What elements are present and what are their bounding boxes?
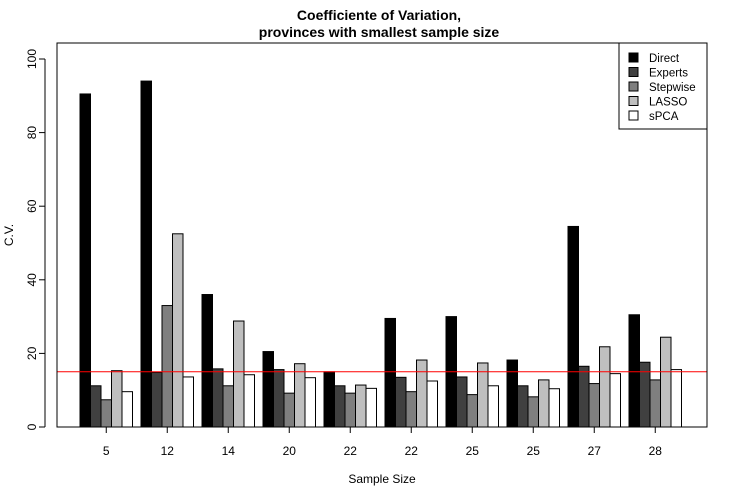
bar-spca-6 [487, 385, 499, 428]
legend-label-experts: Experts [649, 68, 688, 80]
bar-direct-3 [262, 351, 274, 428]
legend-label-spca: sPCA [649, 111, 679, 123]
bar-experts-7 [517, 385, 529, 428]
bar-direct-5 [384, 317, 396, 428]
bar-experts-1 [151, 372, 163, 428]
legend-label-direct: Direct [649, 53, 680, 65]
bar-spca-3 [304, 377, 316, 428]
x-axis-ticks: 5 12 14 20 22 22 25 25 27 28 [103, 427, 662, 458]
bar-direct-4 [323, 371, 335, 428]
y-tick-label: 80 [25, 126, 39, 140]
x-tick-label: 20 [283, 444, 297, 458]
bar-experts-8 [578, 365, 590, 428]
bar-lasso-3 [294, 363, 306, 428]
x-tick-label: 22 [344, 444, 358, 458]
bar-lasso-6 [477, 362, 489, 428]
bar-direct-1 [140, 80, 152, 428]
bar-lasso-5 [416, 359, 428, 428]
bar-direct-7 [506, 359, 518, 428]
bar-stepwise-6 [466, 394, 478, 428]
bars-group [79, 80, 682, 428]
chart-title-line-2: provinces with smallest sample size [259, 24, 500, 40]
bar-direct-2 [201, 294, 213, 428]
bar-direct-9 [628, 314, 640, 428]
legend-swatch-lasso [628, 96, 639, 106]
x-axis-label: Sample Size [348, 472, 416, 486]
bar-stepwise-5 [405, 391, 417, 428]
bar-stepwise-2 [222, 385, 234, 428]
bar-spca-8 [609, 373, 621, 428]
x-tick-label: 12 [161, 444, 175, 458]
x-tick-label: 25 [466, 444, 480, 458]
bar-stepwise-1 [161, 305, 173, 428]
y-tick-label: 0 [25, 423, 39, 430]
bar-stepwise-4 [344, 392, 356, 428]
x-tick-label: 5 [103, 444, 110, 458]
bar-spca-5 [426, 380, 438, 428]
y-tick-label: 20 [25, 346, 39, 360]
bar-experts-3 [273, 369, 285, 428]
x-tick-label: 25 [527, 444, 541, 458]
bar-lasso-4 [355, 384, 367, 428]
y-axis: 0 20 40 60 80 100 [25, 49, 46, 430]
bar-spca-1 [182, 376, 194, 428]
legend: Direct Experts Stepwise LASSO sPCA [618, 42, 708, 130]
x-tick-label: 27 [588, 444, 602, 458]
bar-spca-0 [121, 391, 133, 428]
bar-lasso-8 [599, 346, 611, 428]
bar-lasso-7 [538, 379, 550, 428]
bar-lasso-0 [111, 370, 123, 428]
chart-title-line-1: Coefficiente of Variation, [297, 7, 461, 23]
legend-label-lasso: LASSO [649, 97, 687, 109]
legend-swatch-experts [628, 67, 639, 77]
y-tick-label: 100 [25, 49, 39, 69]
legend-swatch-direct [628, 52, 639, 63]
bar-stepwise-3 [283, 392, 295, 428]
plot-frame [56, 42, 708, 428]
bar-experts-2 [212, 368, 224, 428]
y-tick-label: 60 [25, 199, 39, 213]
bar-spca-7 [548, 388, 560, 428]
bar-stepwise-9 [649, 379, 661, 428]
y-axis-label: C.V. [2, 224, 16, 246]
bar-direct-0 [79, 93, 91, 428]
bar-spca-9 [670, 369, 682, 428]
bar-experts-5 [395, 376, 407, 428]
bar-direct-8 [567, 225, 579, 428]
bar-experts-6 [456, 376, 468, 428]
bar-stepwise-0 [100, 399, 112, 428]
x-tick-label: 14 [222, 444, 236, 458]
x-tick-label: 28 [649, 444, 663, 458]
bar-spca-4 [365, 387, 377, 428]
bar-experts-0 [90, 385, 102, 428]
bar-lasso-1 [172, 233, 184, 428]
legend-label-stepwise: Stepwise [649, 82, 696, 94]
bar-stepwise-8 [588, 383, 600, 428]
bar-experts-4 [334, 385, 346, 428]
y-tick-label: 40 [25, 273, 39, 287]
legend-swatch-stepwise [628, 81, 639, 92]
bar-lasso-9 [660, 336, 672, 428]
bar-lasso-2 [233, 320, 245, 428]
legend-swatch-spca [628, 110, 639, 121]
bar-spca-2 [243, 374, 255, 428]
bar-stepwise-7 [527, 396, 539, 428]
x-tick-label: 22 [405, 444, 419, 458]
